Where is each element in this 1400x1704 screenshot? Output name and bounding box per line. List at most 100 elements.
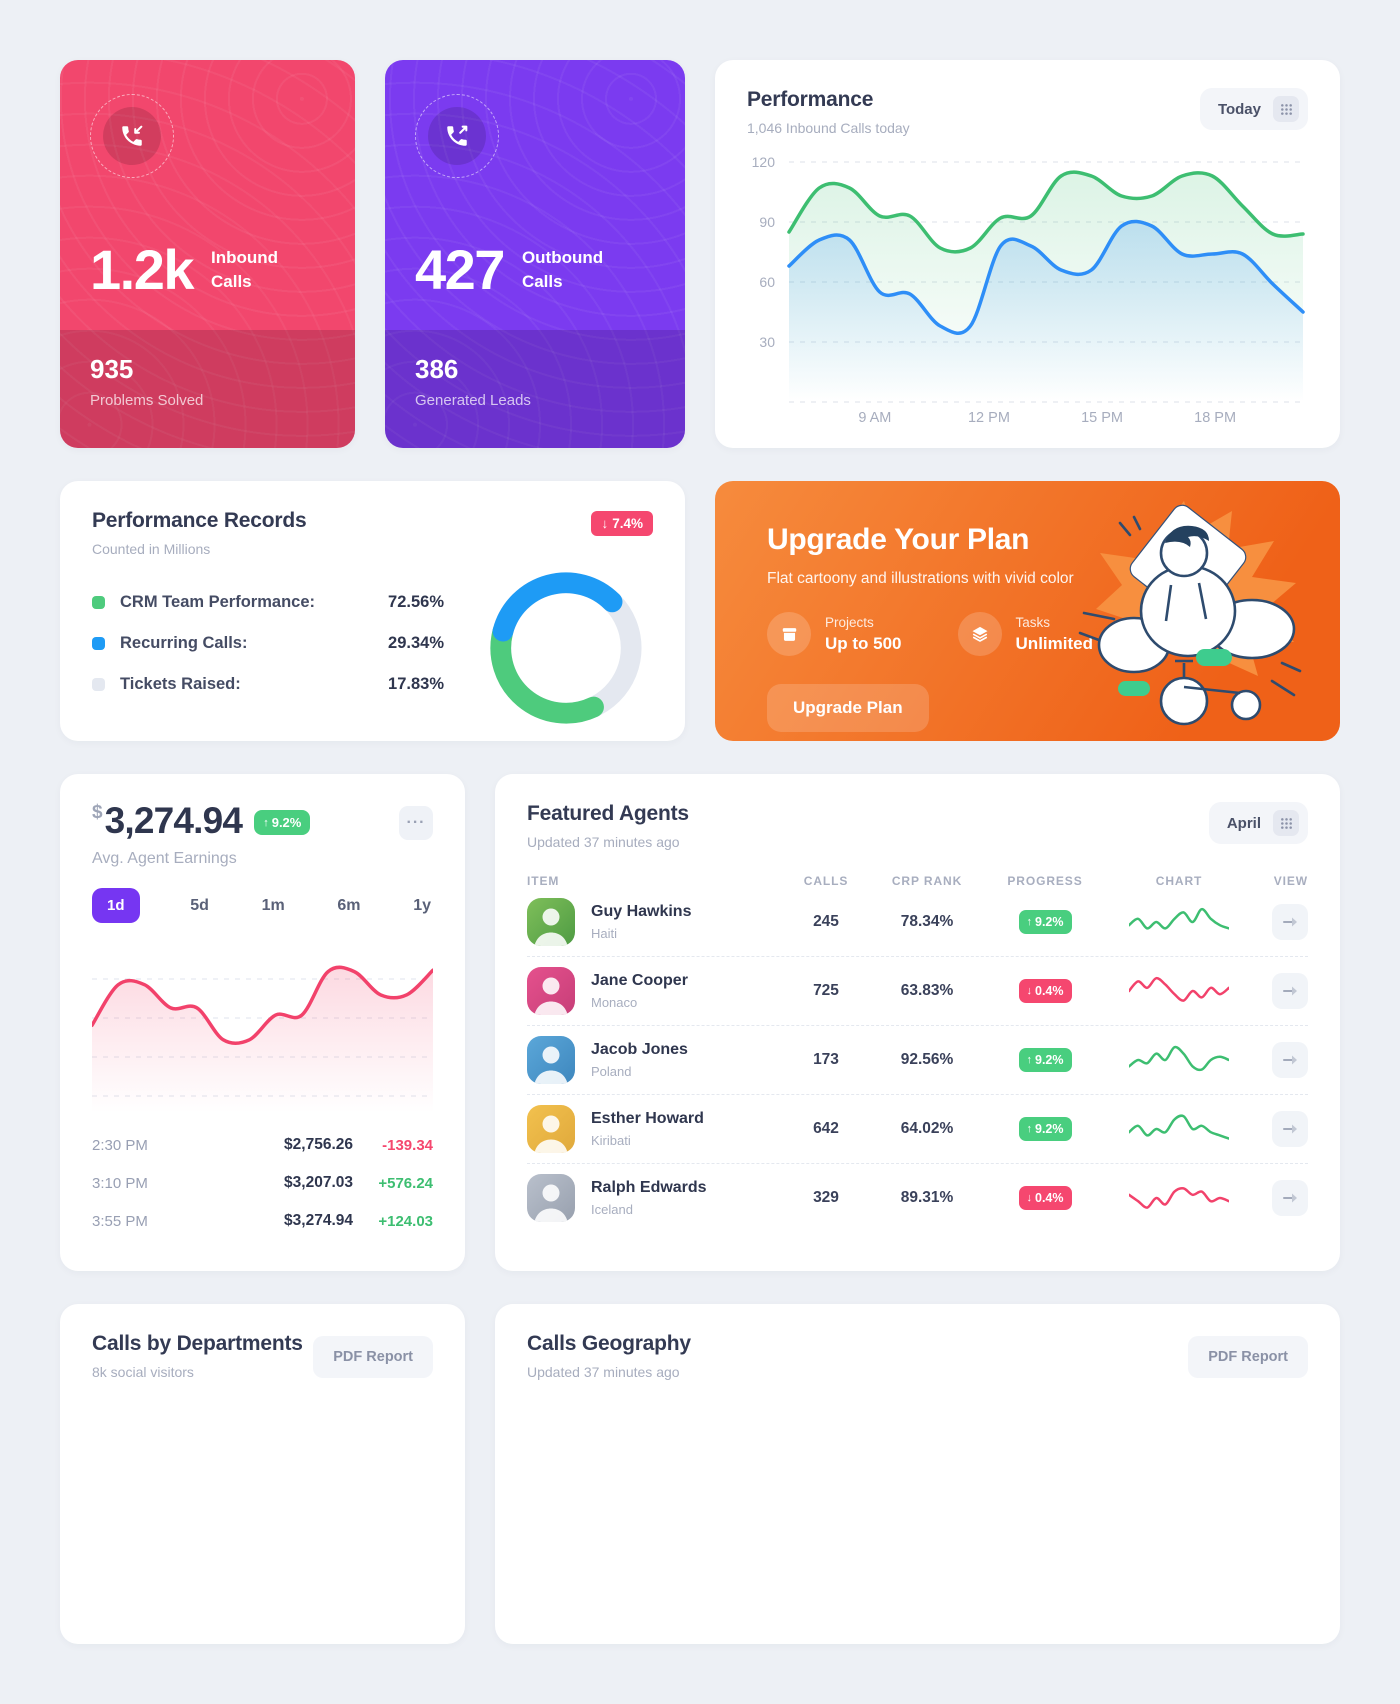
view-agent-button[interactable] bbox=[1272, 904, 1308, 940]
geography-title: Calls Geography bbox=[527, 1332, 691, 1355]
agent-avatar bbox=[527, 1036, 575, 1084]
more-options-button[interactable]: ··· bbox=[399, 806, 433, 840]
agents-table-header: ITEM CALLS CRP RANK PROGRESS CHART VIEW bbox=[527, 874, 1308, 888]
view-agent-button[interactable] bbox=[1272, 973, 1308, 1009]
agent-country: Poland bbox=[591, 1064, 632, 1079]
calls-by-departments-card: Calls by Departments 8k social visitors … bbox=[60, 1304, 465, 1644]
earnings-chart bbox=[90, 935, 435, 1118]
agent-name: Guy Hawkins bbox=[591, 903, 692, 920]
performance-subtitle: 1,046 Inbound Calls today bbox=[747, 120, 910, 136]
earnings-history-row: 3:10 PM $3,207.03 +576.24 bbox=[92, 1164, 433, 1202]
svg-text:12 PM: 12 PM bbox=[968, 410, 1010, 426]
agent-row: Jane Cooper Monaco 725 63.83% ↓ 0.4% bbox=[527, 956, 1308, 1025]
calendar-grid-icon bbox=[1273, 96, 1299, 122]
legend-item: Tickets Raised: 17.83% bbox=[92, 675, 444, 694]
agent-name: Jacob Jones bbox=[591, 1041, 688, 1058]
arrow-up-icon: ↑ bbox=[1026, 1123, 1033, 1135]
upgrade-illustration bbox=[1078, 501, 1302, 726]
inbound-value: 1.2k bbox=[90, 238, 195, 301]
inbound-label: Inbound Calls bbox=[211, 247, 279, 291]
tab-1m[interactable]: 1m bbox=[260, 889, 287, 923]
agent-row: Jacob Jones Poland 173 92.56% ↑ 9.2% bbox=[527, 1025, 1308, 1094]
legend-item: CRM Team Performance: 72.56% bbox=[92, 593, 444, 612]
legend-item: Recurring Calls: 29.34% bbox=[92, 634, 444, 653]
departments-title: Calls by Departments bbox=[92, 1332, 303, 1355]
history-amount: $3,274.94 bbox=[284, 1212, 353, 1229]
pdf-report-button[interactable]: PDF Report bbox=[1188, 1336, 1308, 1378]
agent-avatar bbox=[527, 1174, 575, 1222]
performance-title: Performance bbox=[747, 88, 874, 111]
agent-earnings-card: $ 3,274.94 ↑ 9.2% ··· Avg. Agent Earning… bbox=[60, 774, 465, 1271]
svg-text:90: 90 bbox=[759, 214, 775, 230]
phone-outgoing-icon bbox=[428, 107, 486, 165]
column-progress: PROGRESS bbox=[1007, 874, 1083, 888]
column-crp-rank: CRP RANK bbox=[891, 874, 963, 888]
inbound-substat: 935 Problems Solved bbox=[60, 330, 355, 448]
records-donut-chart bbox=[487, 569, 645, 732]
agent-crp-rank: 64.02% bbox=[900, 1120, 954, 1137]
tab-1y[interactable]: 1y bbox=[411, 889, 433, 923]
tab-1d[interactable]: 1d bbox=[92, 888, 140, 923]
legend-dot-green bbox=[92, 596, 105, 609]
range-label: April bbox=[1226, 814, 1261, 832]
earnings-label: Avg. Agent Earnings bbox=[92, 850, 237, 867]
history-change: +576.24 bbox=[378, 1174, 433, 1192]
column-item: ITEM bbox=[527, 874, 560, 888]
history-amount: $2,756.26 bbox=[284, 1136, 353, 1153]
agent-crp-rank: 78.34% bbox=[900, 913, 954, 930]
agent-row: Guy Hawkins Haiti 245 78.34% ↑ 9.2% bbox=[527, 888, 1308, 956]
svg-text:30: 30 bbox=[759, 334, 775, 350]
outbound-label: Outbound Calls bbox=[521, 247, 604, 291]
agent-name: Ralph Edwards bbox=[591, 1179, 707, 1196]
upgrade-plan-button[interactable]: Upgrade Plan bbox=[767, 684, 929, 732]
svg-text:18 PM: 18 PM bbox=[1194, 410, 1236, 426]
inbound-calls-card: 1.2k Inbound Calls 935 Problems Solved bbox=[60, 60, 355, 448]
agent-country: Haiti bbox=[591, 926, 618, 941]
agent-calls: 725 bbox=[813, 982, 839, 999]
agent-crp-rank: 89.31% bbox=[900, 1189, 954, 1206]
arrow-up-icon: ↑ bbox=[1026, 916, 1033, 928]
pdf-report-button[interactable]: PDF Report bbox=[313, 1336, 433, 1378]
row-bottom: Calls by Departments 8k social visitors … bbox=[60, 1304, 1340, 1644]
feature-tasks: Tasks Unlimited bbox=[957, 612, 1093, 656]
history-change: +124.03 bbox=[378, 1212, 433, 1230]
problems-solved-value: 935 bbox=[90, 354, 134, 384]
history-time: 3:55 PM bbox=[92, 1212, 148, 1230]
svg-text:9 AM: 9 AM bbox=[858, 410, 891, 426]
row-lower: $ 3,274.94 ↑ 9.2% ··· Avg. Agent Earning… bbox=[60, 774, 1340, 1271]
view-agent-button[interactable] bbox=[1272, 1180, 1308, 1216]
history-change: -139.34 bbox=[382, 1136, 433, 1154]
earnings-range-tabs: 1d 5d 1m 6m 1y bbox=[92, 888, 433, 923]
arrow-down-icon: ↓ bbox=[1026, 1192, 1033, 1204]
agent-avatar bbox=[527, 1105, 575, 1153]
april-range-button[interactable]: April bbox=[1208, 802, 1308, 844]
svg-text:120: 120 bbox=[752, 154, 776, 170]
svg-text:60: 60 bbox=[759, 274, 775, 290]
feature-label: Projects bbox=[825, 614, 874, 630]
earnings-trend-badge: ↑ 9.2% bbox=[254, 810, 311, 835]
agent-sparkline bbox=[1104, 1040, 1254, 1080]
problems-solved-label: Problems Solved bbox=[90, 392, 204, 409]
currency-symbol: $ bbox=[92, 802, 103, 823]
view-agent-button[interactable] bbox=[1272, 1042, 1308, 1078]
legend-dot-blue bbox=[92, 637, 105, 650]
feature-projects: Projects Up to 500 bbox=[767, 612, 902, 656]
agent-row: Esther Howard Kiribati 642 64.02% ↑ 9.2% bbox=[527, 1094, 1308, 1163]
history-amount: $3,207.03 bbox=[284, 1174, 353, 1191]
outbound-value: 427 bbox=[415, 238, 505, 301]
agent-name: Esther Howard bbox=[591, 1110, 704, 1127]
tab-6m[interactable]: 6m bbox=[335, 889, 362, 923]
tab-5d[interactable]: 5d bbox=[188, 889, 211, 923]
performance-card: Performance 1,046 Inbound Calls today To… bbox=[715, 60, 1340, 448]
legend-value: 17.83% bbox=[388, 675, 444, 693]
outbound-substat: 386 Generated Leads bbox=[385, 330, 685, 448]
geography-subtitle: Updated 37 minutes ago bbox=[527, 1364, 680, 1380]
earnings-history-row: 3:55 PM $3,274.94 +124.03 bbox=[92, 1202, 433, 1240]
earnings-history-row: 2:30 PM $2,756.26 -139.34 bbox=[92, 1126, 433, 1164]
view-agent-button[interactable] bbox=[1272, 1111, 1308, 1147]
column-calls: CALLS bbox=[803, 874, 849, 888]
today-range-button[interactable]: Today bbox=[1199, 88, 1308, 130]
generated-leads-value: 386 bbox=[415, 354, 459, 384]
phone-incoming-icon bbox=[103, 107, 161, 165]
